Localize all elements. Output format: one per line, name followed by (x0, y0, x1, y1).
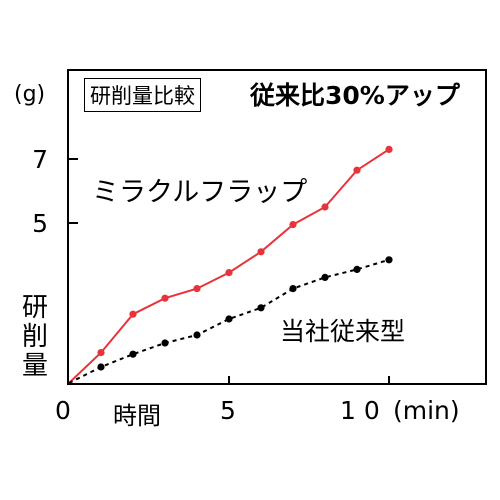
data-point-series-0 (289, 221, 297, 229)
series-line-0 (68, 148, 390, 384)
y-tick-label-7: 7 (32, 145, 48, 174)
chart-subtitle: 従来比30%アップ (250, 81, 460, 110)
x-tick-label-0: 0 (55, 396, 71, 425)
series-label-conventional: 当社従来型 (280, 317, 406, 346)
chart-title: 研削量比較 (84, 78, 201, 112)
x-unit-label: (min) (393, 396, 460, 425)
data-point-series-0 (193, 285, 201, 293)
x-axis-label: 時間 (113, 402, 161, 430)
data-point-series-0 (97, 349, 105, 357)
data-point-series-1 (289, 285, 297, 293)
series-line-1 (68, 258, 390, 384)
data-point-series-0 (129, 310, 137, 318)
data-point-series-1 (225, 315, 233, 323)
y-unit-label: (g) (14, 82, 46, 107)
data-point-series-0 (385, 145, 393, 153)
data-point-series-0 (257, 248, 265, 256)
y-tick-label-5: 5 (32, 209, 48, 238)
data-point-series-1 (353, 265, 361, 273)
data-point-series-0 (161, 294, 169, 302)
data-point-series-1 (161, 339, 169, 347)
data-point-series-1 (193, 331, 201, 339)
y-axis-label: 研削量 (21, 293, 48, 381)
data-point-series-1 (321, 273, 329, 281)
x-tick-label-5: 5 (220, 396, 236, 425)
data-point-series-0 (225, 269, 233, 277)
series-label-miracle-flap: ミラクルフラップ (92, 177, 308, 208)
data-point-series-1 (129, 350, 137, 358)
data-point-series-0 (353, 166, 361, 174)
data-point-series-1 (385, 256, 393, 264)
x-tick-label-10: 1 0 (340, 396, 380, 425)
plot-frame (67, 69, 487, 385)
data-point-series-0 (321, 203, 329, 211)
data-point-series-1 (97, 363, 105, 371)
data-point-series-1 (257, 304, 265, 312)
